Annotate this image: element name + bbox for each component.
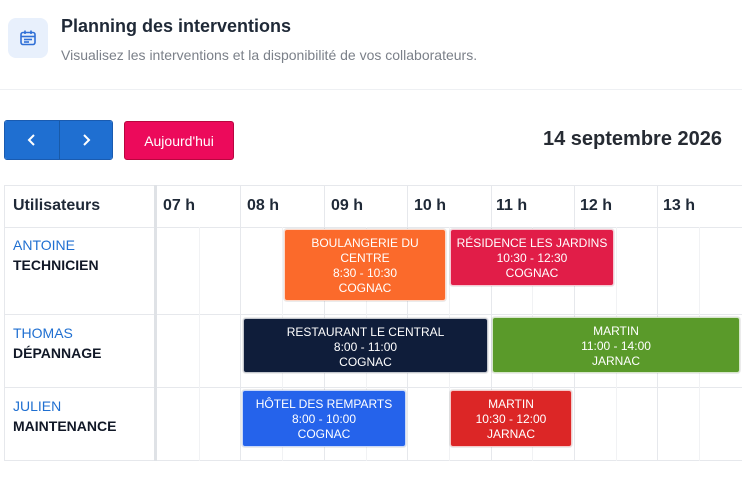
grid-line — [4, 387, 742, 388]
event-card[interactable]: MARTIN 11:00 - 14:00 JARNAC — [492, 317, 740, 373]
grid-line — [4, 314, 742, 315]
event-card[interactable]: RESTAURANT LE CENTRAL 8:00 - 11:00 COGNA… — [243, 318, 488, 373]
grid-line — [491, 185, 492, 461]
event-title: MARTIN — [593, 324, 639, 338]
event-card[interactable]: HÔTEL DES REMPARTS 8:00 - 10:00 COGNAC — [242, 390, 406, 447]
grid-line — [4, 460, 742, 461]
event-title: RESTAURANT LE CENTRAL — [286, 325, 445, 339]
event-location: COGNAC — [339, 355, 392, 369]
today-button[interactable]: Aujourd'hui — [124, 121, 234, 160]
hour-label: 08 h — [247, 197, 280, 214]
grid-line — [199, 227, 200, 461]
event-location: JARNAC — [591, 354, 640, 368]
hour-label: 10 h — [414, 197, 447, 214]
user-name-link[interactable]: JULIEN — [13, 398, 62, 414]
event-location: COGNAC — [338, 281, 392, 295]
event-time: 11:00 - 14:00 — [581, 339, 651, 353]
event-location: COGNAC — [505, 266, 559, 280]
date-navigation — [4, 120, 113, 160]
previous-button[interactable] — [5, 121, 59, 159]
user-role: DÉPANNAGE — [13, 345, 102, 361]
hour-label: 13 h — [663, 197, 696, 214]
next-button[interactable] — [58, 121, 112, 159]
event-card[interactable]: RÉSIDENCE LES JARDINS 10:30 - 12:30 COGN… — [450, 229, 614, 286]
chevron-right-icon — [83, 134, 91, 146]
hour-label: 12 h — [580, 197, 613, 214]
event-location: COGNAC — [297, 427, 351, 441]
user-column-separator — [154, 185, 157, 461]
grid-line — [240, 185, 241, 461]
grid-line — [4, 185, 742, 186]
schedule-grid: Utilisateurs 07 h 08 h 09 h 10 h 11 h 12… — [4, 185, 742, 461]
page-header: Planning des interventions Visualisez le… — [0, 0, 742, 90]
event-title: HÔTEL DES REMPARTS — [255, 397, 393, 411]
page-subtitle: Visualisez les interventions et la dispo… — [61, 47, 478, 63]
calendar-icon — [8, 18, 48, 58]
user-role: TECHNICIEN — [13, 257, 99, 273]
page-title: Planning des interventions — [61, 16, 292, 36]
event-title: MARTIN — [488, 397, 534, 411]
hour-label: 09 h — [331, 197, 364, 214]
event-title: BOULANGERIE DU CENTRE — [311, 236, 419, 265]
event-time: 10:30 - 12:00 — [475, 412, 547, 426]
users-column-header: Utilisateurs — [13, 197, 101, 214]
chevron-left-icon — [27, 134, 35, 146]
user-role: MAINTENANCE — [13, 418, 117, 434]
event-time: 8:00 - 11:00 — [333, 340, 398, 354]
user-name-link[interactable]: THOMAS — [13, 325, 73, 341]
event-time: 10:30 - 12:30 — [496, 251, 568, 265]
user-name-link[interactable]: ANTOINE — [13, 237, 75, 253]
hour-label: 11 h — [496, 197, 528, 214]
hour-label: 07 h — [163, 197, 196, 214]
event-time: 8:00 - 10:00 — [291, 412, 357, 426]
event-time: 8:30 - 10:30 — [332, 266, 398, 280]
grid-line — [4, 227, 742, 228]
event-title: RÉSIDENCE LES JARDINS — [456, 236, 608, 250]
event-location: JARNAC — [486, 427, 535, 441]
event-card[interactable]: MARTIN 10:30 - 12:00 JARNAC — [450, 390, 572, 447]
grid-line — [4, 185, 5, 461]
event-card[interactable]: BOULANGERIE DU CENTRE 8:30 - 10:30 COGNA… — [284, 229, 446, 301]
current-date: 14 septembre 2026 — [542, 128, 722, 150]
